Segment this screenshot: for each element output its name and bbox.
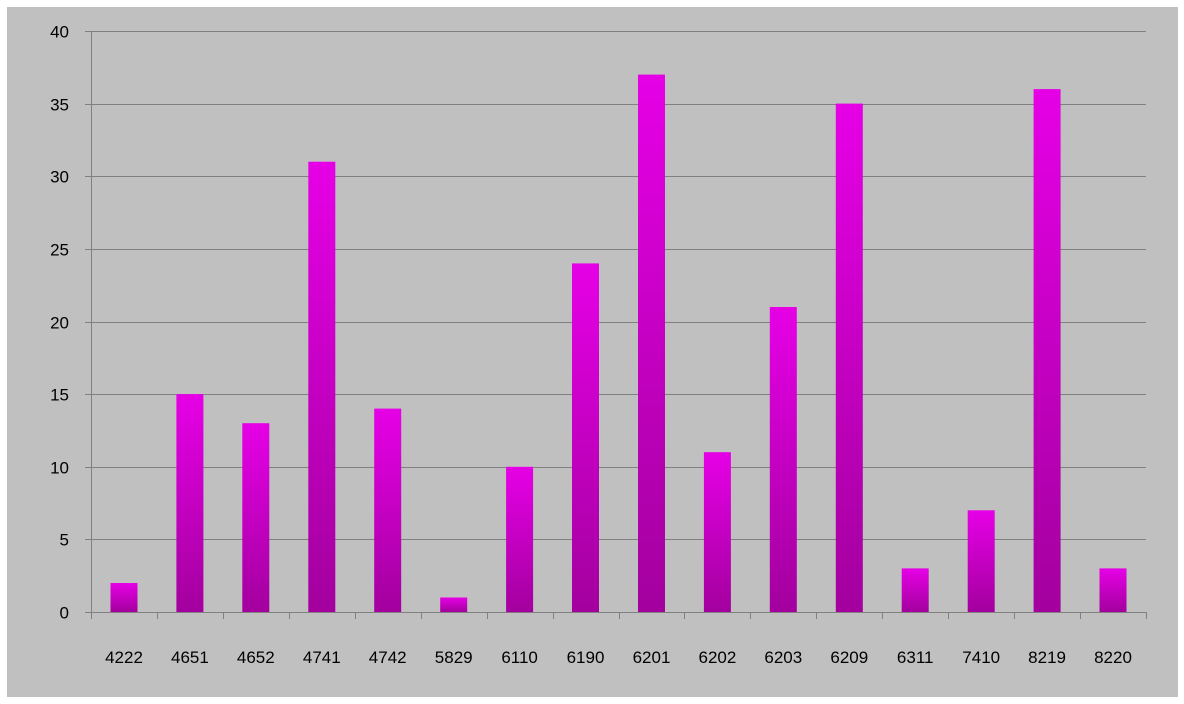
x-tick-label: 4742: [369, 648, 407, 667]
bar-6203: [769, 307, 797, 612]
y-tick-label: 0: [60, 604, 69, 623]
bar-4651: [176, 394, 204, 612]
x-tick-label: 4652: [237, 648, 275, 667]
x-tick-label: 8219: [1028, 648, 1066, 667]
x-tick-label: 4222: [105, 648, 143, 667]
bar-4652: [242, 423, 270, 612]
x-tick-label: 8220: [1094, 648, 1132, 667]
bar-4222: [110, 583, 138, 612]
x-tick-label: 6190: [567, 648, 605, 667]
bars: [110, 74, 1127, 613]
bar-8220: [1099, 568, 1127, 612]
y-tick-labels: 0 5 10 15 20 25 30 35 40: [50, 23, 69, 623]
x-tick-label: 7410: [962, 648, 1000, 667]
axes: [85, 31, 1147, 619]
bar-4742: [374, 408, 402, 612]
x-tick-label: 6203: [764, 648, 802, 667]
bar-5829: [440, 597, 468, 612]
x-tick-label: 6110: [501, 648, 538, 667]
bar-7410: [967, 510, 995, 612]
bar-6201: [638, 74, 665, 613]
x-tick-label: 6202: [698, 648, 736, 667]
y-tick-label: 20: [50, 314, 69, 333]
bar-6110: [506, 466, 534, 613]
bar-6190: [572, 263, 599, 612]
bar-8219: [1033, 89, 1061, 613]
x-tick-label: 4651: [171, 648, 209, 667]
x-tick-label: 5829: [435, 648, 473, 667]
bar-6209: [835, 103, 863, 612]
y-tick-label: 35: [50, 96, 69, 115]
y-tick-label: 30: [50, 168, 69, 187]
bar-4741: [308, 161, 336, 612]
y-tick-label: 10: [50, 459, 69, 478]
y-tick-label: 40: [50, 23, 69, 42]
bar-6311: [901, 568, 929, 612]
bar-chart: 0 5 10 15 20 25 30 35 40 4222 4651 4652 4741 4742 582…: [50, 23, 1147, 667]
chart-area: 0 5 10 15 20 25 30 35 40 4222 4651 4652 4741 4742 582…: [7, 7, 1178, 697]
x-tick-label: 6209: [830, 648, 868, 667]
x-tick-label: 6311: [897, 648, 934, 667]
y-tick-label: 15: [50, 386, 69, 405]
x-tick-label: 4741: [303, 648, 341, 667]
x-tick-labels: 4222 4651 4652 4741 4742 5829 6110 6190 6201 6202…: [105, 648, 1132, 667]
y-tick-label: 25: [50, 241, 69, 260]
x-tick-label: 6201: [633, 648, 671, 667]
bar-6202: [703, 452, 731, 612]
y-tick-label: 5: [60, 531, 69, 550]
